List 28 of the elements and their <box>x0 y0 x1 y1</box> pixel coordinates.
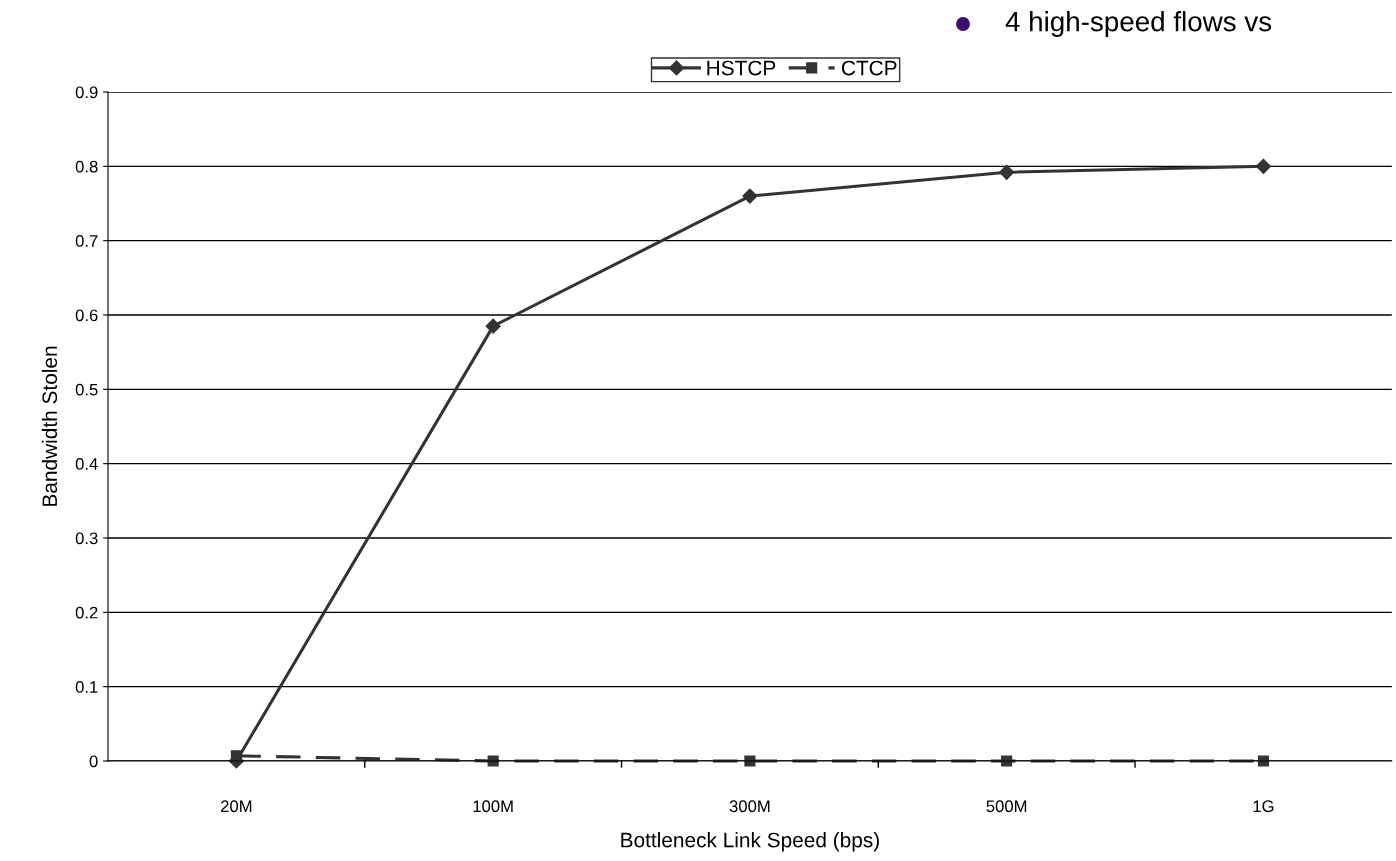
y-tick-label: 0.7 <box>75 235 98 247</box>
point <box>1255 158 1272 174</box>
y-tick-label: 0.4 <box>75 458 98 470</box>
text: 4 high-speed flows vs <box>1005 11 1272 37</box>
x-tick-label: 100M <box>473 800 513 813</box>
x-axis-title: Bottleneck Link Speed (bps) <box>621 832 879 852</box>
x-tick-label: 300M <box>729 800 770 813</box>
legend-label: CTCP <box>841 60 897 76</box>
y-tick-label: 0.5 <box>75 383 98 396</box>
y-tick-label: 0.3 <box>75 532 98 545</box>
point <box>485 318 501 334</box>
y-tick-label: 0.1 <box>75 681 98 693</box>
point <box>1257 755 1269 767</box>
point <box>744 755 756 767</box>
x-tick-label: 20M <box>221 800 252 813</box>
x-tick-label: 500M <box>986 800 1027 813</box>
x-tick-label: 1G <box>1253 800 1274 813</box>
point <box>487 755 499 767</box>
point <box>1001 755 1013 767</box>
legend-label: HSTCP <box>707 60 776 76</box>
y-tick-label: 0.9 <box>75 86 98 99</box>
y-tick-label: 0.2 <box>75 606 98 619</box>
point <box>999 164 1015 180</box>
y-axis-title: Bandwidth Stolen <box>41 346 58 506</box>
y-tick-label: 0.8 <box>75 160 98 173</box>
y-tick-label: 0 <box>89 755 98 768</box>
y-tick-label: 0.6 <box>75 309 98 322</box>
point <box>742 188 758 204</box>
